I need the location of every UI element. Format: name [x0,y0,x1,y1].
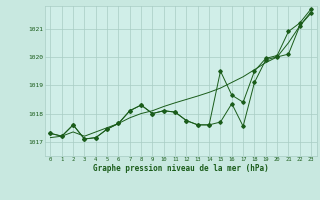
X-axis label: Graphe pression niveau de la mer (hPa): Graphe pression niveau de la mer (hPa) [93,164,269,173]
